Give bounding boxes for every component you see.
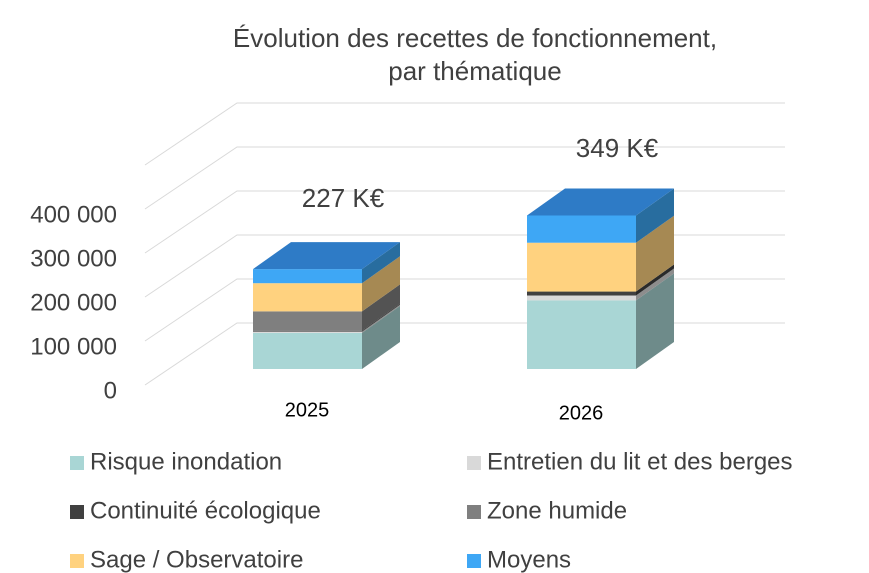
total-label: 227 K€ <box>302 183 385 213</box>
bar-top <box>527 188 674 216</box>
chart-title: par thématique <box>388 56 561 86</box>
x-tick-label: 2026 <box>559 402 604 424</box>
y-tick-label: 300 000 <box>30 245 117 272</box>
bar-side <box>636 264 674 296</box>
bar-side <box>636 268 674 301</box>
bar-segment <box>253 269 362 284</box>
bar-side <box>636 188 674 243</box>
legend-label: Moyens <box>487 546 571 573</box>
bar-side <box>362 305 400 369</box>
y-tick-label: 200 000 <box>30 289 117 316</box>
chart-title: Évolution des recettes de fonctionnement… <box>233 23 717 53</box>
bar-side <box>636 273 674 369</box>
bar-segment <box>527 215 636 243</box>
bar-segment <box>527 300 636 369</box>
legend-label: Risque inondation <box>90 448 282 475</box>
bar-segment <box>253 331 362 333</box>
bar-segment <box>253 311 362 331</box>
legend-swatch <box>467 456 481 470</box>
total-label: 349 K€ <box>576 133 659 163</box>
bar-side <box>636 215 674 292</box>
x-tick-label: 2025 <box>285 399 330 421</box>
bar-side <box>362 303 400 332</box>
legend-label: Continuité écologique <box>90 497 321 524</box>
grid-frame <box>144 102 785 166</box>
grid-line <box>144 190 785 254</box>
legend-label: Sage / Observatoire <box>90 546 303 573</box>
bar-side <box>362 284 400 331</box>
y-tick-label: 400 000 <box>30 201 117 228</box>
bar-segment <box>527 242 636 292</box>
legend-swatch <box>70 505 84 519</box>
bar-segment <box>253 283 362 312</box>
y-tick-label: 0 <box>104 377 117 404</box>
bar-segment <box>527 295 636 301</box>
legend-label: Entretien du lit et des berges <box>487 448 793 475</box>
legend-swatch <box>70 554 84 568</box>
legend-swatch <box>467 554 481 568</box>
grid-line <box>144 322 785 386</box>
bar-segment <box>253 332 362 369</box>
legend-swatch <box>467 505 481 519</box>
bar-side <box>362 304 400 333</box>
grid-line <box>144 234 785 298</box>
bar-side <box>362 256 400 312</box>
bar-side <box>362 242 400 284</box>
legend-label: Zone humide <box>487 497 627 524</box>
bar-segment <box>527 291 636 296</box>
bar-segment <box>253 330 362 332</box>
bar-top <box>253 242 400 270</box>
y-tick-label: 100 000 <box>30 333 117 360</box>
grid-line <box>144 146 785 210</box>
legend-swatch <box>70 456 84 470</box>
grid-line <box>144 278 785 342</box>
